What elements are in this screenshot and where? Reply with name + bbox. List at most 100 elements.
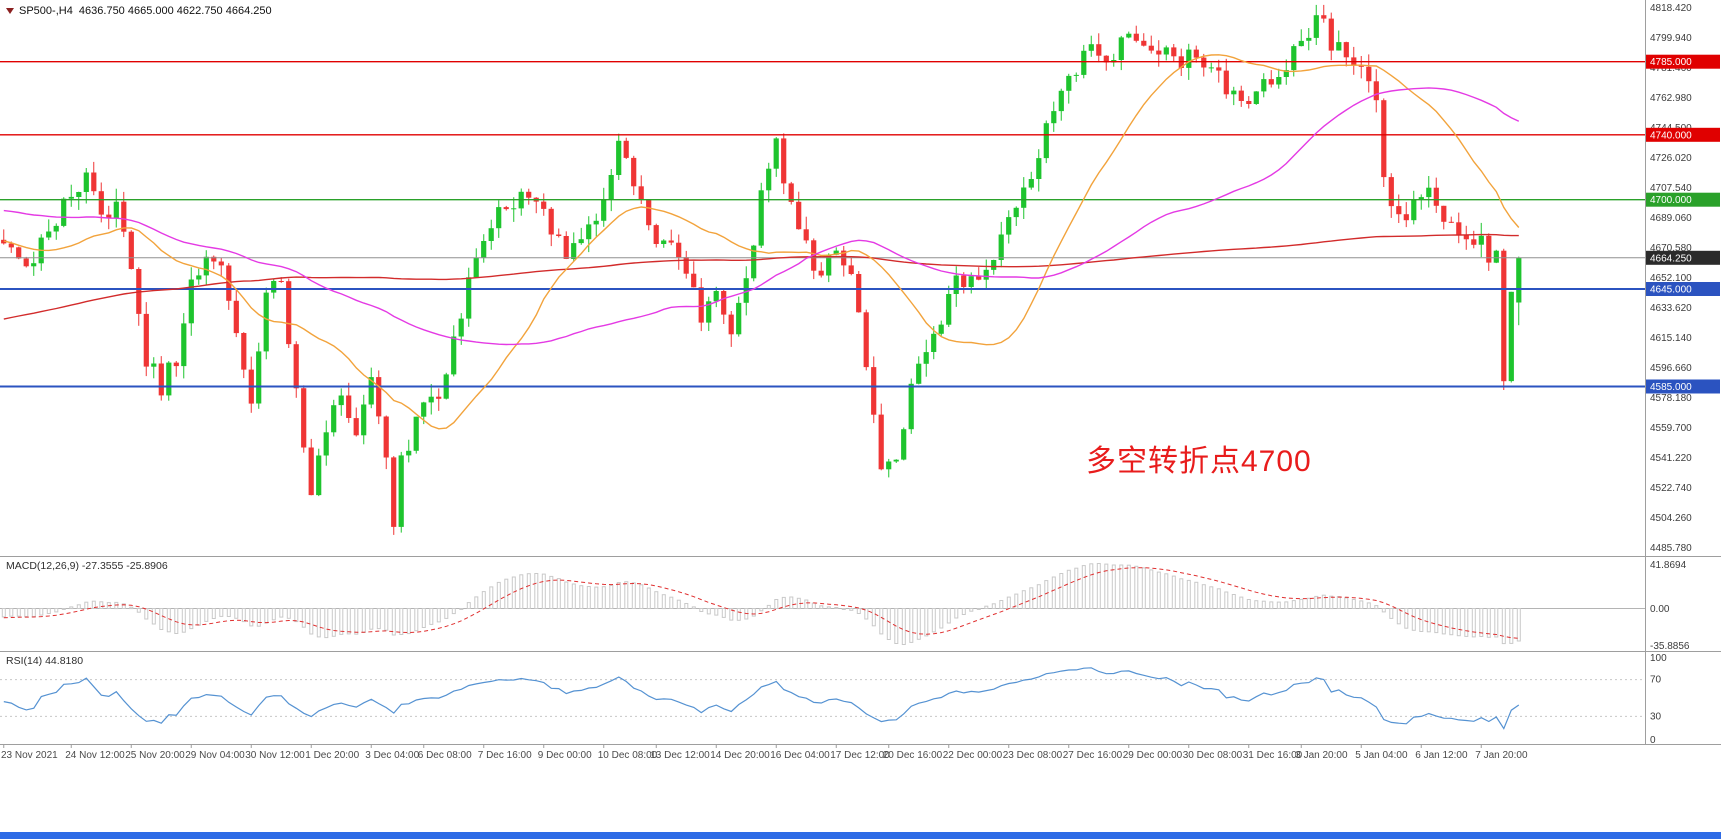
candle-body <box>758 190 764 246</box>
macd-histogram-bar <box>346 608 351 635</box>
macd-histogram-bar <box>196 608 201 626</box>
candle-body <box>646 199 652 226</box>
time-axis-label: 6 Dec 08:00 <box>418 750 472 761</box>
candle-body <box>241 333 247 370</box>
candle-body <box>511 208 517 210</box>
macd-histogram-bar <box>766 604 771 610</box>
time-axis-label: 25 Nov 20:00 <box>125 750 185 761</box>
candle-body <box>1066 75 1072 91</box>
candle-body <box>301 388 307 448</box>
candle-body <box>91 172 97 192</box>
price-axis: 4818.4204799.9404781.4604762.9804744.500… <box>1646 3 1720 554</box>
macd-histogram-bar <box>759 608 764 612</box>
candle-body <box>593 220 599 225</box>
candle-body <box>766 168 772 191</box>
macd-histogram-bar <box>9 608 14 617</box>
macd-histogram-bar <box>1381 608 1386 613</box>
macd-histogram-bar <box>324 608 329 639</box>
candle-body <box>1448 221 1454 223</box>
macd-histogram-bar <box>219 608 224 617</box>
candle-body <box>571 243 577 259</box>
macd-histogram-bar <box>1164 573 1169 609</box>
candle-body <box>578 239 584 244</box>
macd-histogram-bar <box>1329 595 1334 610</box>
level-lines-layer[interactable] <box>0 61 1645 388</box>
macd-histogram-bar <box>1239 596 1244 609</box>
rsi-axis-label: 0 <box>1650 735 1656 746</box>
macd-histogram-bar <box>1156 571 1161 610</box>
macd-histogram-bar <box>69 606 74 610</box>
macd-histogram-bar <box>1344 597 1349 610</box>
price-axis-label: 4726.020 <box>1650 153 1692 164</box>
candle-body <box>83 172 89 192</box>
macd-histogram-bar <box>1314 595 1319 610</box>
price-axis-label: 4818.420 <box>1650 3 1692 14</box>
candle-body <box>196 275 202 280</box>
macd-histogram-bar <box>1434 608 1439 634</box>
macd-histogram-bar <box>789 596 794 609</box>
time-axis-label: 7 Jan 20:00 <box>1475 750 1528 761</box>
candle-body <box>1081 50 1087 75</box>
macd-histogram-bar <box>279 608 284 618</box>
candle-body <box>886 461 892 470</box>
time-axis-label: 9 Dec 00:00 <box>538 750 592 761</box>
candle-body <box>1021 187 1027 208</box>
macd-histogram-bar <box>286 608 291 619</box>
macd-histogram-bar <box>264 608 269 624</box>
candle-body <box>863 312 869 368</box>
candle-body <box>1358 65 1364 67</box>
macd-histogram-bar <box>691 606 696 610</box>
macd-histogram-bar <box>234 608 239 619</box>
candle-body <box>961 275 967 287</box>
time-axis-label: 23 Dec 08:00 <box>1003 750 1063 761</box>
macd-histogram-bar <box>1501 608 1506 645</box>
time-axis-label: 3 Dec 04:00 <box>365 750 419 761</box>
candle-body <box>1171 47 1177 57</box>
macd-histogram-bar <box>849 608 854 611</box>
candle-body <box>466 277 472 319</box>
candle-body <box>1381 100 1387 178</box>
macd-histogram-bar <box>811 602 816 609</box>
macd-histogram-bar <box>241 608 246 623</box>
candle-body <box>1268 79 1274 85</box>
macd-histogram-bar <box>1119 564 1124 610</box>
macd-histogram-bar <box>1299 598 1304 610</box>
macd-histogram-bar <box>826 606 831 610</box>
candle-body <box>968 276 974 287</box>
macd-histogram-bar <box>504 578 509 610</box>
candle-body <box>496 207 502 229</box>
candle-body <box>878 414 884 470</box>
macd-histogram-bar <box>834 607 839 609</box>
candle-body <box>1043 123 1049 159</box>
price-level-tag-label: 4585.000 <box>1650 382 1692 393</box>
annotation-text: 多空转折点4700 <box>1086 445 1312 478</box>
price-axis-label: 4559.700 <box>1650 423 1692 434</box>
macd-histogram-bar <box>54 608 59 613</box>
candle-body <box>1193 49 1199 58</box>
macd-histogram-bar <box>526 573 531 610</box>
candle-body <box>31 263 37 267</box>
macd-histogram-bar <box>541 573 546 609</box>
candle-body <box>106 214 112 219</box>
candle-body <box>1028 179 1034 188</box>
macd-histogram-bar <box>1261 600 1266 610</box>
candle-body <box>391 457 397 527</box>
candle-body <box>218 261 224 266</box>
taskbar-strip[interactable] <box>0 832 1721 839</box>
candle-body <box>713 291 719 302</box>
price-axis-label: 4615.140 <box>1650 333 1692 344</box>
candle-body <box>1013 207 1019 218</box>
macd-histogram-bar <box>954 608 959 619</box>
macd-histogram-bar <box>429 608 434 625</box>
candle-body <box>1051 111 1057 124</box>
rsi-axis-label: 70 <box>1650 675 1662 686</box>
macd-histogram-bar <box>1224 591 1229 609</box>
price-level-tag <box>1646 250 1720 265</box>
candle-body <box>376 377 382 417</box>
macd-histogram-bar <box>46 608 51 614</box>
macd-histogram-bar <box>249 608 254 627</box>
candle-body <box>736 302 742 335</box>
macd-histogram-bar <box>1179 578 1184 609</box>
panel-separators <box>0 0 1721 745</box>
